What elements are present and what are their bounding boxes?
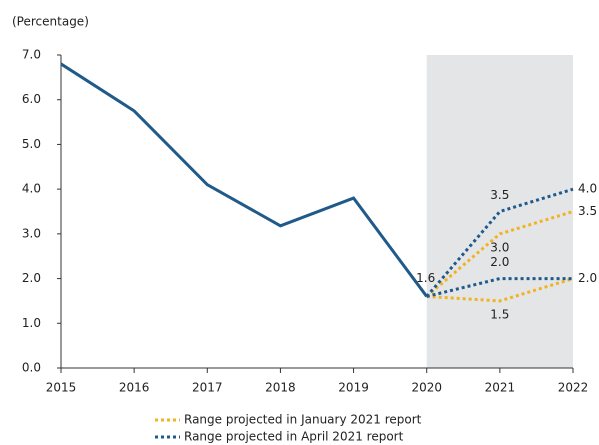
data-label: 2.0 [490, 255, 509, 269]
y-tick-label: 3.0 [22, 226, 41, 240]
range-lower-line [426, 277, 574, 303]
projection-shade [426, 55, 573, 368]
y-tick-label: 1.0 [22, 316, 41, 330]
range-lower-line [426, 277, 573, 298]
y-tick-label: 5.0 [22, 137, 41, 151]
y-tick-label: 0.0 [22, 361, 41, 375]
x-tick-label: 2016 [119, 381, 150, 395]
range-upper-line [425, 210, 574, 298]
data-label: 2.0 [578, 271, 597, 285]
legend-label: Range projected in January 2021 report [184, 413, 422, 427]
data-label: 3.0 [490, 240, 509, 254]
y-tick-label: 4.0 [22, 182, 41, 196]
data-label: 3.5 [490, 188, 509, 202]
x-tick-label: 2018 [265, 381, 296, 395]
data-label: 1.6 [416, 271, 435, 285]
x-tick-label: 2021 [485, 381, 516, 395]
x-tick-label: 2019 [338, 381, 369, 395]
data-label: 1.5 [490, 307, 509, 321]
range-upper-line [425, 187, 574, 298]
x-tick-label: 2020 [411, 381, 442, 395]
data-label: 4.0 [578, 182, 597, 196]
line [60, 62, 428, 298]
x-tick-label: 2015 [46, 381, 77, 395]
y-axis-label: (Percentage) [12, 15, 89, 29]
legend-label: Range projected in April 2021 report [184, 430, 404, 444]
y-tick-label: 7.0 [22, 48, 41, 62]
x-tick-label: 2017 [192, 381, 223, 395]
data-label: 3.5 [578, 204, 597, 218]
x-tick-label: 2022 [558, 381, 589, 395]
y-tick-label: 2.0 [22, 271, 41, 285]
y-tick-label: 6.0 [22, 92, 41, 106]
